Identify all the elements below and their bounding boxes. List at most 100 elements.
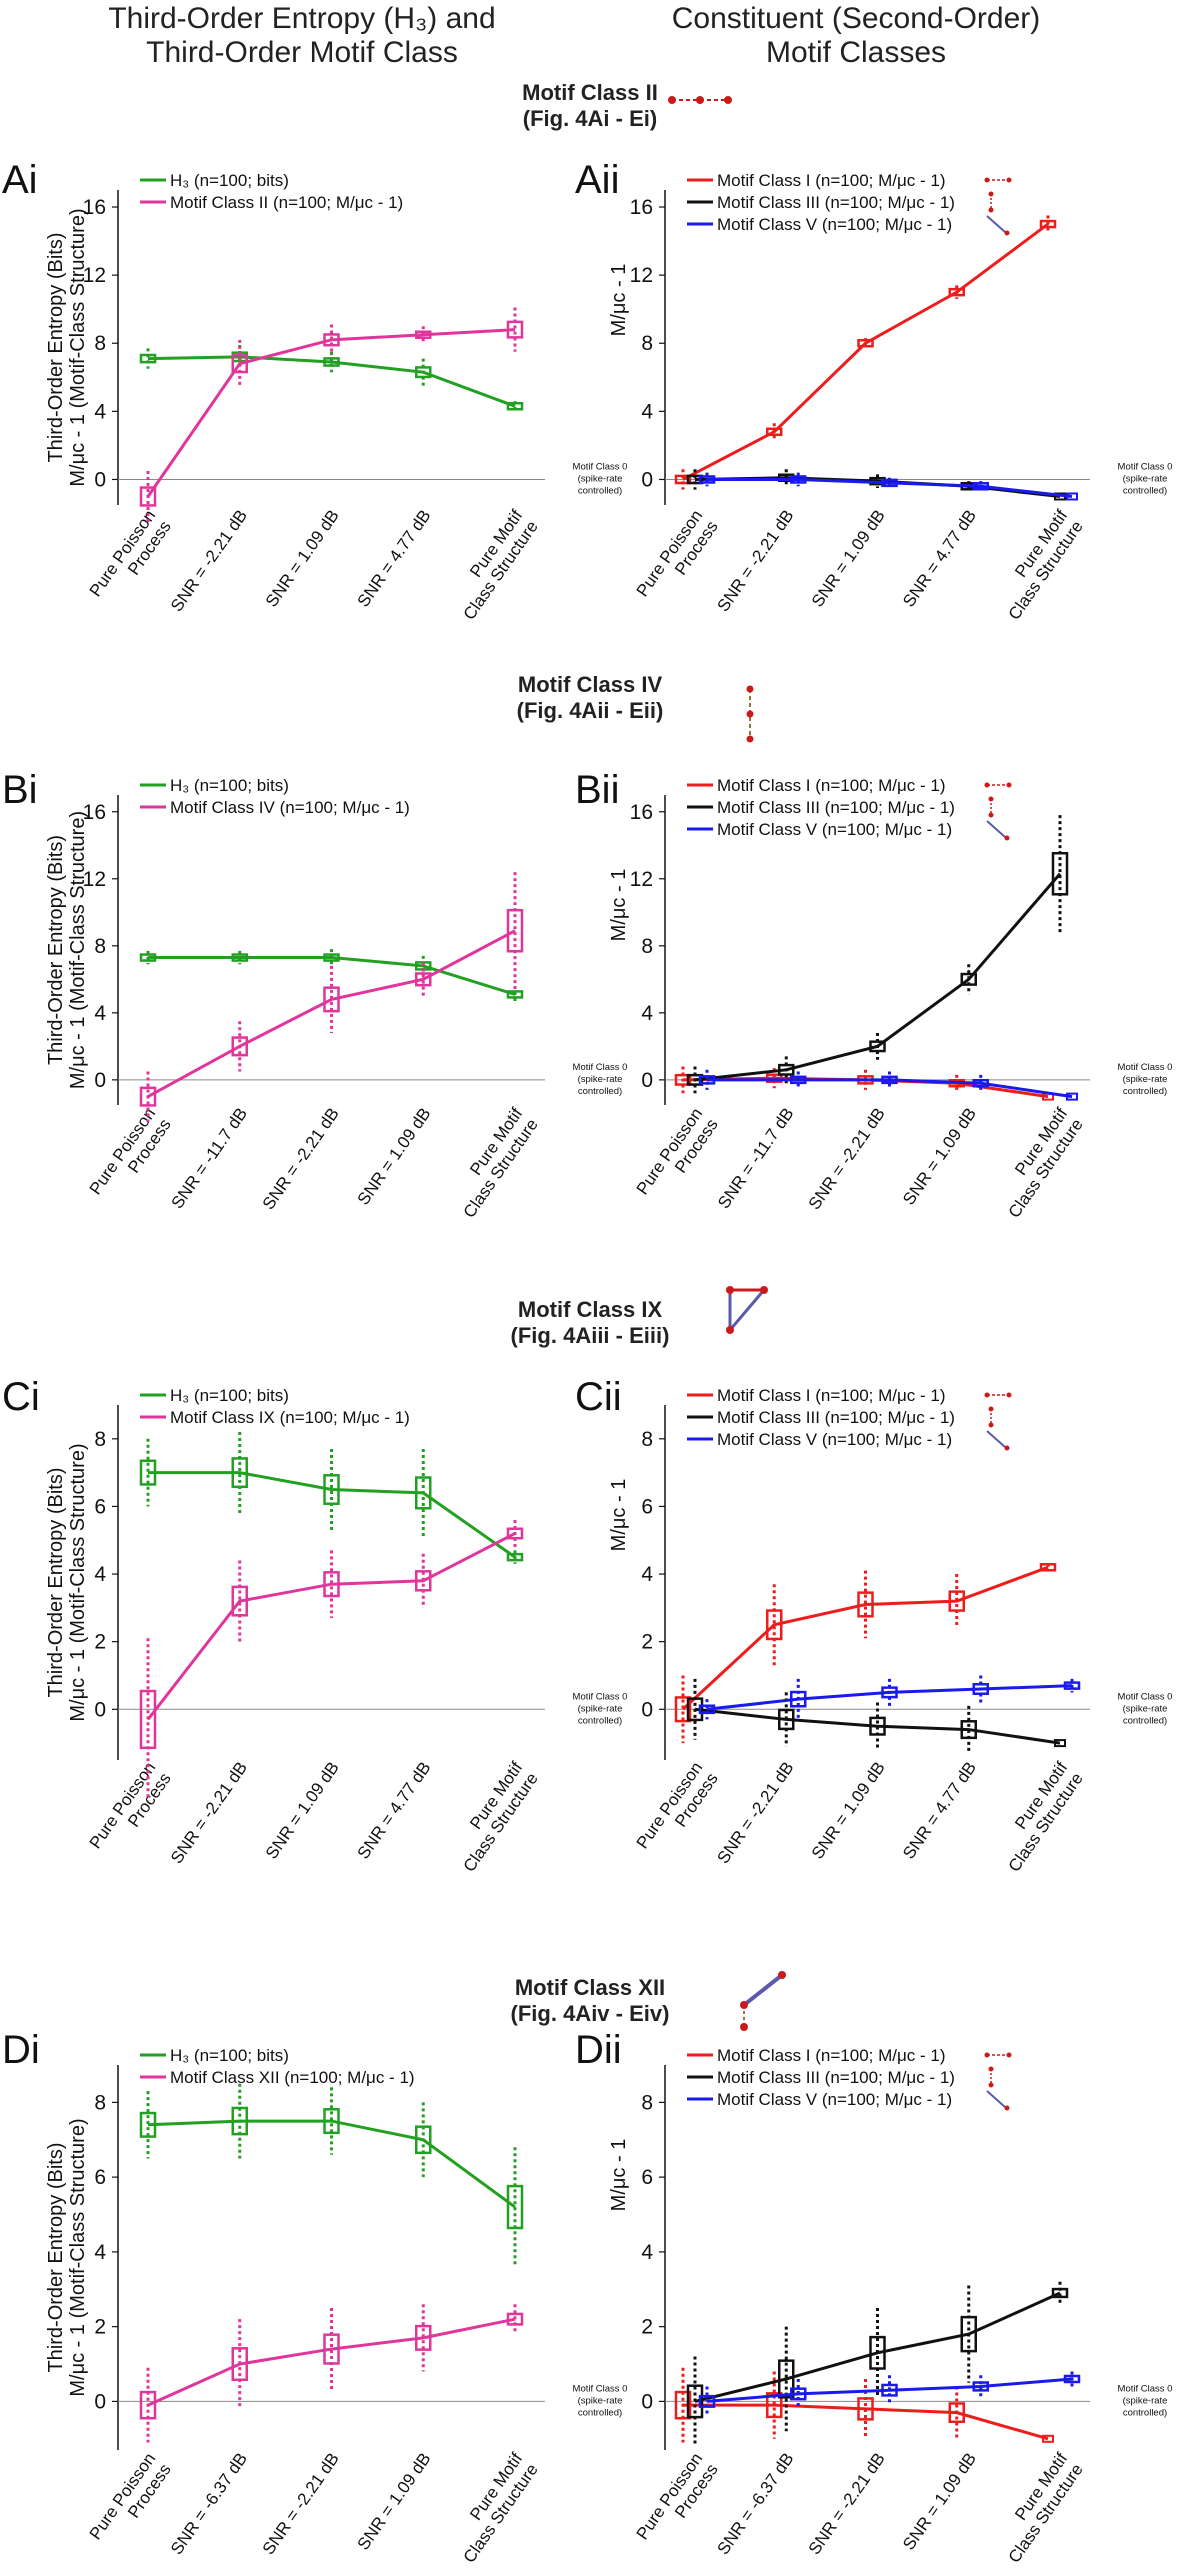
zero-note-text: controlled) (578, 485, 622, 496)
data-box (506, 1552, 524, 1562)
y-tick-label: 8 (94, 2091, 106, 2114)
panel-label: Ai (2, 158, 38, 202)
y-tick-label: 4 (94, 400, 106, 423)
motif-edge (742, 1973, 784, 2007)
series-line-mc5 (707, 477, 1073, 498)
data-box (778, 1063, 795, 1076)
data-box (790, 1690, 807, 1708)
legend-motif-icon (988, 812, 994, 818)
y-tick-label: 6 (94, 1495, 106, 1518)
y-tick-label: 4 (641, 1563, 653, 1586)
zero-note-text: controlled) (1123, 2407, 1167, 2418)
series-line-H3 (147, 355, 516, 408)
motif-node (778, 1971, 786, 1979)
data-box (231, 1036, 248, 1057)
x-category-label: Pure PoissonProcess (86, 506, 175, 611)
zero-note-text: (spike-rate (578, 2395, 623, 2406)
x-category-label: SNR = -6.37 dB (167, 2449, 251, 2558)
x-category-label: SNR = -2.21 dB (167, 1758, 251, 1867)
legend-label: Motif Class III (n=100; M/μᴄ - 1) (717, 2068, 955, 2087)
data-box (1039, 1563, 1057, 1572)
x-category-label: Pure MotifClass Structure (989, 506, 1087, 623)
zero-note-text: controlled) (578, 1715, 622, 1726)
zero-note-text: Motif Class 0 (573, 461, 628, 472)
motif-node (726, 1286, 734, 1294)
legend-motif-icon (988, 2082, 994, 2088)
data-box (139, 1459, 157, 1486)
panel-label: Aii (575, 158, 619, 202)
y-tick-label: 8 (94, 935, 106, 958)
legend-label: Motif Class V (n=100; M/μᴄ - 1) (717, 215, 952, 234)
series-line-mc1 (681, 1565, 1049, 1711)
y-axis-label-primary: Third-Order Entropy (Bits) (45, 232, 67, 462)
legend-motif-icon (1006, 782, 1012, 788)
x-category-label: Pure PoissonProcess (633, 1104, 722, 1209)
legend-motif-icon (984, 177, 990, 183)
data-box (881, 478, 898, 488)
data-box (139, 2111, 157, 2138)
zero-note-text: (spike-rate (1123, 2395, 1168, 2406)
data-box (1066, 1092, 1078, 1101)
x-category-label: Pure MotifClass Structure (989, 2449, 1087, 2566)
y-tick-label: 4 (94, 2241, 106, 2264)
x-category-label: SNR = -2.21 dB (713, 506, 797, 615)
data-box (674, 474, 692, 485)
data-box (231, 953, 248, 962)
data-box (881, 2383, 898, 2397)
data-box (231, 2347, 248, 2381)
y-tick-label: 0 (94, 1069, 106, 1092)
data-box (857, 1591, 874, 1618)
data-box (790, 475, 807, 484)
data-box (415, 972, 432, 987)
data-box (972, 1683, 989, 1695)
y-tick-label: 16 (630, 196, 653, 219)
motif-edge (728, 1289, 766, 1331)
x-category-label: Pure MotifClass Structure (989, 1758, 1087, 1875)
y-tick-label: 0 (94, 1698, 106, 1721)
y-tick-label: 2 (641, 1631, 653, 1654)
motif-node (696, 96, 704, 104)
series-line-H3 (147, 2119, 516, 2209)
data-box (139, 353, 157, 364)
motif-node (740, 2023, 748, 2031)
panel-label: Di (2, 2028, 40, 2072)
legend-motif-icon (988, 796, 994, 802)
motif-node (668, 96, 676, 104)
y-tick-label: 16 (83, 196, 106, 219)
data-box (686, 474, 704, 485)
left-column-header-line1: Third-Order Entropy (H₃) and (108, 2, 495, 35)
data-box (415, 1570, 432, 1592)
x-category-label: SNR = 1.09 dB (354, 1104, 435, 1208)
data-box (766, 1073, 783, 1083)
y-tick-label: 4 (641, 400, 653, 423)
motif-node (746, 710, 754, 718)
zero-note-text: controlled) (1123, 485, 1167, 496)
data-box (323, 953, 340, 962)
legend-motif-icon (1004, 835, 1010, 841)
data-box (857, 338, 874, 348)
section-subtitle: (Fig. 4Aiii - Eiii) (511, 1323, 670, 1348)
data-box (323, 333, 340, 347)
y-tick-label: 0 (94, 468, 106, 491)
data-box (139, 486, 157, 507)
data-box (1051, 2287, 1069, 2299)
x-category-label: SNR = -2.21 dB (805, 2449, 889, 2558)
zero-note-text: controlled) (578, 2407, 622, 2418)
y-axis-label-secondary: M/μᴄ - 1 (Motif-Class Structure) (67, 208, 89, 486)
legend-motif-icon (988, 2066, 994, 2072)
data-box (139, 2390, 157, 2420)
data-box (766, 1609, 783, 1641)
data-box (506, 401, 524, 411)
x-category-label: Pure MotifClass Structure (444, 1104, 542, 1221)
legend-motif-icon (988, 1422, 994, 1428)
y-tick-label: 2 (641, 2316, 653, 2339)
data-box (790, 1075, 807, 1085)
motif-node (746, 685, 754, 693)
data-box (415, 2324, 432, 2351)
data-box (790, 2387, 807, 2401)
zero-note-text: controlled) (1123, 1086, 1167, 1097)
y-axis-label-primary: Third-Order Entropy (Bits) (45, 835, 67, 1065)
